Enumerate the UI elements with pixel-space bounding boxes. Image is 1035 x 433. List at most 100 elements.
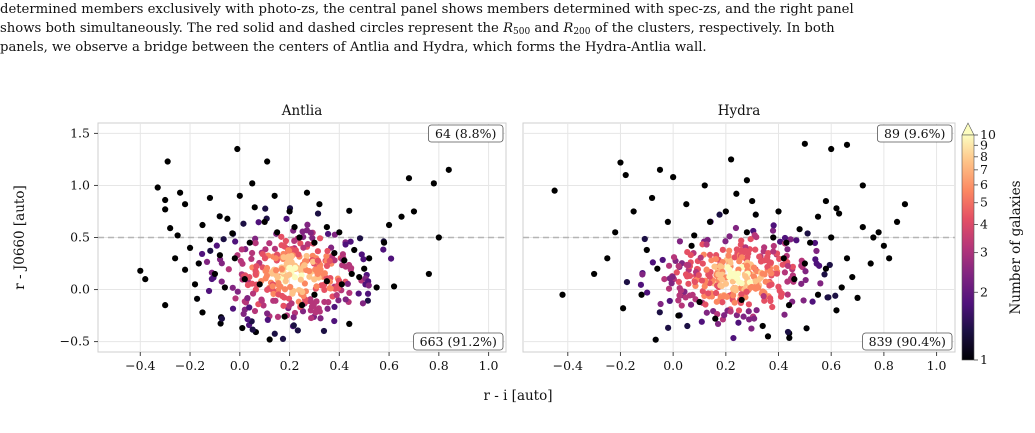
hex-bin <box>285 295 293 302</box>
hex-bin <box>705 290 712 297</box>
hex-bin <box>723 293 731 300</box>
hex-bin <box>733 312 740 319</box>
scatter-point <box>445 166 452 173</box>
scatter-point <box>807 239 814 246</box>
scatter-point <box>630 208 637 215</box>
hex-bin <box>770 242 777 250</box>
hex-bin <box>271 330 278 337</box>
x-tick-label: 1.0 <box>927 358 947 373</box>
hex-bin <box>813 260 820 267</box>
scatter-point <box>346 320 353 327</box>
scatter-point <box>675 312 682 319</box>
hex-bin <box>730 334 737 342</box>
scatter-point <box>162 302 169 309</box>
hex-bin <box>313 283 320 290</box>
hex-bin <box>387 255 395 262</box>
hex-bin <box>299 228 306 235</box>
scatter-point <box>683 201 690 208</box>
hex-bin <box>323 253 330 260</box>
scatter-point <box>366 255 373 262</box>
scatter-point <box>174 232 181 239</box>
hex-bin <box>752 211 759 218</box>
hex-bin <box>745 301 752 308</box>
scatter-point <box>886 255 893 262</box>
hex-bin <box>278 265 285 273</box>
hex-bin <box>753 307 760 314</box>
scatter-point <box>316 201 323 208</box>
scatter-point <box>351 246 358 254</box>
hex-bin <box>307 229 314 236</box>
scatter-point <box>216 252 224 259</box>
hex-bin <box>752 278 759 285</box>
hex-bin <box>726 273 733 280</box>
scatter-point <box>186 244 194 252</box>
hex-bin <box>358 251 365 258</box>
x-tick-label: 0.8 <box>429 358 449 373</box>
hex-bin <box>826 261 833 269</box>
scatter-point <box>176 189 184 196</box>
hex-bin <box>248 255 255 262</box>
hex-bin <box>726 247 733 254</box>
hex-bin <box>272 255 279 262</box>
scatter-point <box>311 291 318 298</box>
scatter-point <box>656 166 664 173</box>
hex-bin <box>789 263 796 270</box>
hex-bin <box>252 271 259 278</box>
hex-bin <box>325 299 332 306</box>
hex-bin <box>776 255 783 262</box>
density-hexes <box>193 205 395 343</box>
hex-bin <box>218 315 226 322</box>
hex-bin <box>781 269 788 276</box>
hex-bin <box>286 264 293 272</box>
scatter-point <box>181 266 189 273</box>
hex-bin <box>703 241 710 248</box>
hex-bin <box>760 293 767 300</box>
scatter-point <box>643 246 650 254</box>
scatter-point <box>331 250 338 257</box>
hex-bin <box>252 239 259 247</box>
hex-bin <box>703 309 710 316</box>
hex-bin <box>748 283 755 291</box>
hex-bin <box>324 247 331 255</box>
scatter-point <box>696 298 703 306</box>
scatter-point <box>619 305 627 312</box>
hex-bin <box>294 327 301 334</box>
scatter-point <box>796 226 803 233</box>
caption-line-2a: shows both simultaneously. The red solid… <box>0 21 504 36</box>
hex-bin <box>278 233 285 240</box>
x-tick-label: −0.4 <box>553 358 583 373</box>
r200-symbol: R <box>563 21 574 36</box>
hex-bin <box>335 297 342 304</box>
hex-bin <box>217 320 224 327</box>
hex-bin <box>356 235 364 242</box>
hex-bin <box>665 324 672 331</box>
hex-bin <box>677 287 685 294</box>
hex-bin <box>738 254 745 261</box>
scatter-point <box>612 229 619 236</box>
hex-bin <box>781 311 788 318</box>
scatter-point <box>249 180 256 187</box>
hex-bin <box>742 247 749 254</box>
hex-bin <box>295 251 302 258</box>
hex-bin <box>641 235 648 243</box>
hex-bin <box>332 285 339 292</box>
y-tick-label: 0.0 <box>70 282 90 297</box>
hex-bin <box>784 291 791 298</box>
hex-bin <box>314 210 322 217</box>
hex-bin <box>762 278 769 285</box>
hex-bin <box>306 273 313 280</box>
scatter-point <box>814 291 822 298</box>
count-below-threshold: 839 (90.4%) <box>869 334 946 349</box>
hex-bin <box>750 264 758 271</box>
scatter-point <box>390 283 398 290</box>
hex-bin <box>691 278 699 286</box>
hex-bin <box>675 262 682 270</box>
hex-bin <box>317 315 324 322</box>
hex-bin <box>712 289 720 297</box>
hex-bin <box>269 283 276 290</box>
scatter-point <box>296 234 303 241</box>
hex-bin <box>299 288 306 296</box>
hex-bin <box>342 296 349 303</box>
hex-bin <box>713 298 720 305</box>
